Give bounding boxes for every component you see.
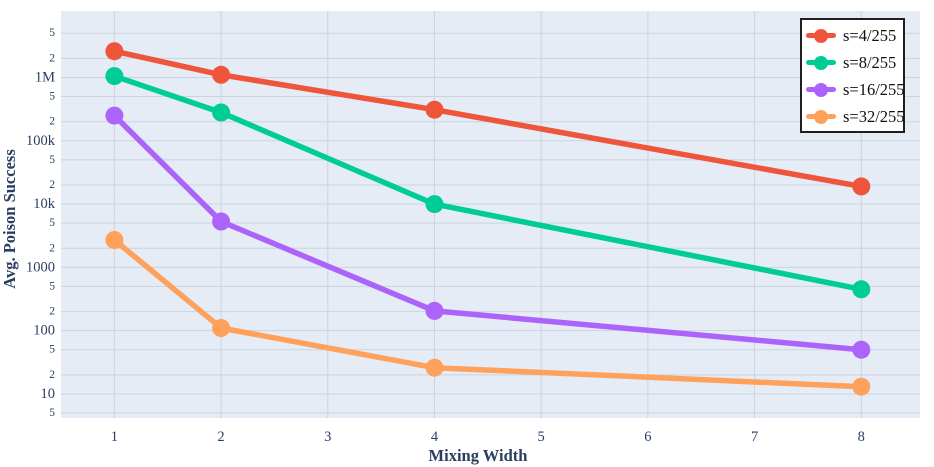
y-tick-label: 5 <box>49 344 55 356</box>
legend-line-marker-sample <box>806 109 836 125</box>
y-tick-label: 1M <box>35 69 55 85</box>
data-point-s=16/255-x2 <box>212 212 231 231</box>
y-tick-label: 100 <box>33 323 55 339</box>
data-point-s=4/255-x8 <box>852 177 871 196</box>
x-tick-label: 8 <box>858 429 865 445</box>
y-tick-label: 2 <box>49 369 55 381</box>
y-tick-label: 2 <box>49 179 55 191</box>
legend-line-marker-sample <box>806 82 836 98</box>
legend-item-label: s=32/255 <box>843 106 905 126</box>
y-tick-label: 5 <box>49 91 55 103</box>
legend-item-s4-255[interactable]: s=4/255 <box>806 22 903 49</box>
data-point-s=32/255-x1 <box>105 231 124 249</box>
x-axis-title: Mixing Width <box>429 446 528 465</box>
data-point-s=32/255-x4 <box>425 358 444 377</box>
data-point-s=32/255-x2 <box>212 319 231 337</box>
x-tick-label: 2 <box>217 429 224 445</box>
data-point-s=16/255-x8 <box>852 340 871 359</box>
legend-item-s32-255[interactable]: s=32/255 <box>806 103 905 130</box>
x-tick-label: 6 <box>644 429 651 445</box>
y-tick-label: 2 <box>49 242 55 254</box>
x-tick-label: 5 <box>538 429 545 445</box>
legend: s=4/255 s=8/255 s=16/255 s=32/255 <box>800 18 905 133</box>
x-tick-label: 3 <box>324 429 331 445</box>
legend-line-marker-sample <box>806 55 836 71</box>
y-tick-label: 5 <box>49 217 55 229</box>
y-tick-label: 5 <box>49 154 55 166</box>
y-tick-label: 2 <box>49 306 55 318</box>
series-line-s=16/255 <box>111 112 865 353</box>
data-point-s=8/255-x1 <box>105 67 124 86</box>
y-tick-label: 100k <box>26 133 56 149</box>
y-tick-label: 2 <box>49 116 55 128</box>
data-point-s=16/255-x1 <box>105 106 124 125</box>
data-point-s=4/255-x4 <box>425 100 444 119</box>
legend-item-label: s=4/255 <box>843 25 897 45</box>
legend-item-label: s=8/255 <box>843 52 897 72</box>
data-point-s=32/255-x8 <box>852 377 871 396</box>
y-tick-label: 10 <box>41 386 56 402</box>
x-tick-label: 7 <box>751 429 758 445</box>
legend-line-marker-sample <box>806 28 836 44</box>
y-tick-label: 5 <box>49 280 55 292</box>
series-line-s=8/255 <box>111 73 865 293</box>
series-line-s=4/255 <box>111 48 865 190</box>
data-point-s=8/255-x4 <box>425 195 444 214</box>
data-point-s=4/255-x2 <box>212 65 231 84</box>
legend-item-label: s=16/255 <box>843 79 905 99</box>
x-tick-label: 4 <box>431 429 439 445</box>
y-tick-label: 5 <box>49 27 55 39</box>
y-tick-label: 2 <box>49 52 55 64</box>
y-tick-label: 10k <box>33 196 56 212</box>
data-point-s=4/255-x1 <box>105 42 124 61</box>
legend-item-s8-255[interactable]: s=8/255 <box>806 49 903 76</box>
data-point-s=8/255-x8 <box>852 280 871 299</box>
data-point-s=8/255-x2 <box>212 103 231 122</box>
y-tick-label: 1000 <box>26 259 55 275</box>
data-point-s=16/255-x4 <box>425 301 444 320</box>
y-tick-label: 5 <box>49 407 55 419</box>
legend-item-s16-255[interactable]: s=16/255 <box>806 76 905 103</box>
y-axis-title: Avg. Poison Success <box>0 149 19 289</box>
series-line-s=32/255 <box>111 237 865 390</box>
x-tick-label: 1 <box>111 429 118 445</box>
